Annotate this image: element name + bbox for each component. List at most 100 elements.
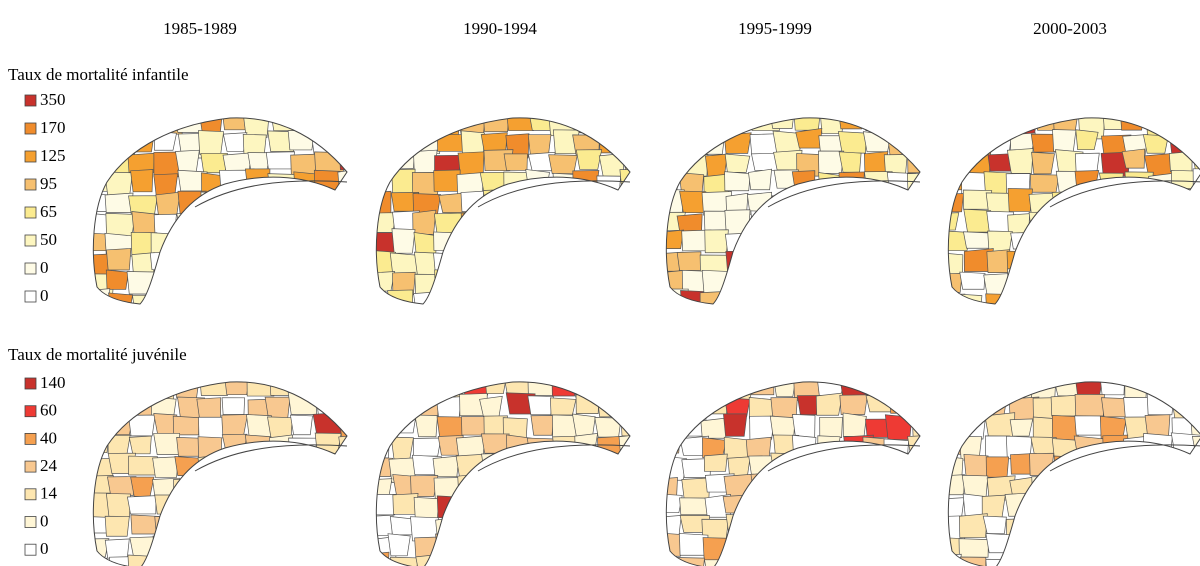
region	[507, 213, 535, 233]
region	[1172, 459, 1198, 479]
region	[597, 398, 622, 417]
legend-label: 0	[40, 511, 49, 530]
region	[388, 534, 410, 556]
region	[702, 130, 725, 154]
region	[369, 292, 393, 315]
region	[552, 560, 578, 566]
region	[704, 454, 727, 471]
region	[435, 270, 460, 295]
region	[414, 378, 444, 395]
region	[621, 475, 643, 494]
region	[1077, 515, 1106, 537]
region	[600, 194, 623, 213]
region	[1099, 292, 1127, 316]
region	[219, 291, 243, 316]
region	[723, 414, 747, 436]
region	[1148, 193, 1175, 218]
region	[619, 272, 648, 292]
region	[838, 132, 866, 154]
region	[1052, 191, 1077, 212]
region	[177, 272, 206, 288]
region	[1079, 558, 1107, 566]
region	[199, 417, 226, 438]
region	[1055, 214, 1079, 232]
region	[1192, 276, 1200, 296]
region	[1098, 477, 1123, 496]
region	[621, 192, 646, 215]
region	[596, 232, 622, 252]
region	[1010, 293, 1036, 309]
region	[550, 398, 576, 415]
region	[774, 377, 796, 396]
region-map	[365, 373, 651, 566]
region	[748, 169, 771, 190]
region	[506, 535, 533, 554]
region	[133, 375, 160, 399]
region	[1170, 516, 1196, 539]
region	[504, 497, 530, 519]
region-map	[654, 374, 941, 566]
region	[224, 213, 247, 233]
region	[1169, 293, 1192, 314]
region	[888, 135, 916, 158]
region	[1145, 214, 1168, 233]
region	[936, 294, 965, 314]
region	[105, 172, 133, 195]
region	[1075, 535, 1100, 559]
region	[726, 514, 751, 537]
region	[797, 456, 822, 480]
region	[1054, 537, 1082, 557]
region	[842, 292, 870, 312]
region	[552, 269, 575, 289]
region	[177, 496, 206, 516]
region	[572, 229, 596, 250]
region	[265, 517, 293, 534]
region	[748, 293, 774, 315]
region	[960, 272, 985, 289]
region	[201, 192, 230, 216]
region	[460, 292, 485, 313]
region	[434, 290, 463, 313]
region	[888, 291, 910, 312]
region	[1029, 212, 1059, 233]
region	[313, 191, 336, 215]
region	[1171, 377, 1193, 400]
region	[458, 474, 483, 498]
region	[1120, 493, 1145, 516]
region	[576, 112, 604, 133]
region	[1195, 112, 1200, 131]
region	[1191, 393, 1200, 414]
region	[527, 495, 550, 515]
region	[908, 212, 932, 233]
legend-swatch	[25, 207, 36, 218]
region	[677, 214, 702, 233]
region	[1075, 475, 1097, 494]
region	[619, 434, 644, 455]
region	[338, 392, 367, 414]
region	[1074, 251, 1098, 275]
period-header: 1995-1999	[738, 19, 812, 38]
legend-label: 140	[40, 373, 66, 392]
region	[393, 373, 419, 399]
region	[552, 375, 576, 396]
region	[622, 537, 650, 557]
region	[1169, 271, 1196, 289]
region	[1008, 268, 1031, 288]
region	[654, 558, 680, 566]
region	[769, 271, 797, 290]
region	[201, 515, 225, 536]
region	[1147, 454, 1177, 478]
region	[526, 169, 550, 194]
region	[481, 434, 509, 453]
region	[288, 536, 314, 559]
region	[366, 271, 395, 291]
region	[655, 376, 684, 398]
region	[748, 560, 775, 566]
region	[1052, 479, 1079, 502]
region	[1144, 496, 1168, 516]
region	[659, 153, 688, 175]
region	[1171, 557, 1195, 566]
region	[269, 537, 295, 557]
region	[770, 213, 795, 232]
region	[655, 395, 682, 413]
